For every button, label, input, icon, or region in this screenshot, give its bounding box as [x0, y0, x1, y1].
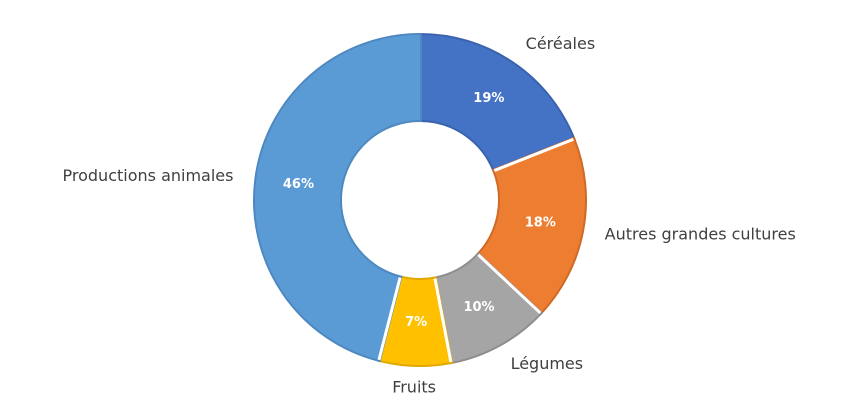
- category-label: Céréales: [526, 34, 596, 53]
- value-label: 10%: [463, 300, 494, 315]
- donut-slice: [418, 32, 577, 174]
- category-label: Productions animales: [63, 166, 234, 185]
- slice-separator: [377, 277, 402, 361]
- value-label: 7%: [405, 315, 427, 330]
- slice-separator: [433, 278, 453, 363]
- category-label: Autres grandes cultures: [605, 225, 796, 244]
- value-label: 19%: [473, 91, 504, 106]
- slice-separator: [493, 137, 574, 172]
- category-label: Légumes: [511, 354, 584, 373]
- donut-slice: [475, 136, 587, 316]
- slice-separator: [477, 253, 542, 315]
- value-label: 18%: [525, 215, 556, 230]
- value-label: 46%: [283, 177, 314, 192]
- donut-slice: [253, 32, 422, 363]
- category-label: Fruits: [392, 377, 436, 396]
